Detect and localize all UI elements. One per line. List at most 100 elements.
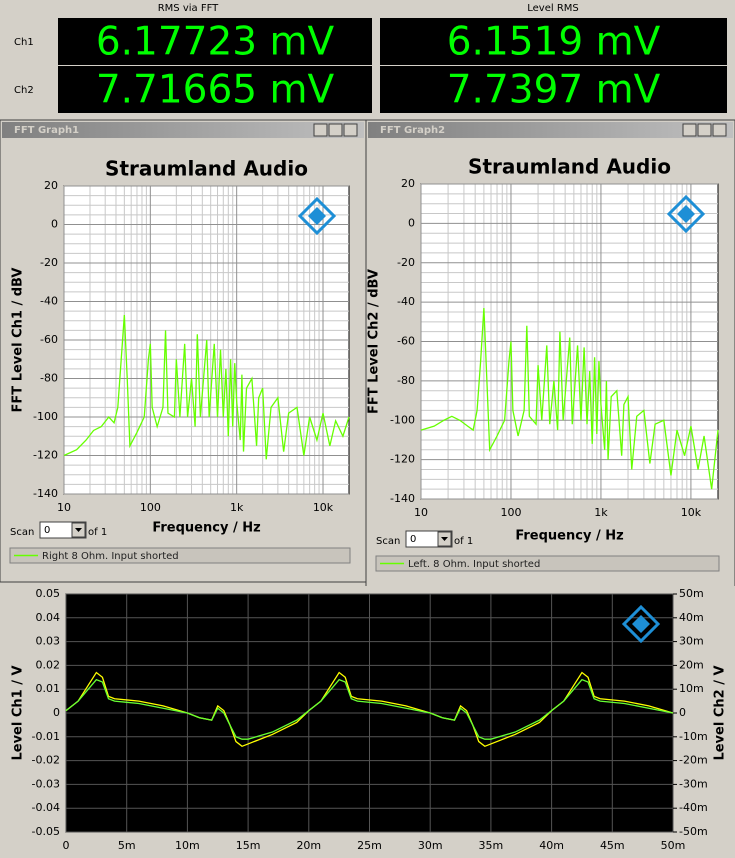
y-axis-label: FFT Level Ch1 / dBV	[11, 268, 26, 413]
y2-tick-label: -30m	[679, 777, 708, 790]
x-tick-label: 20m	[296, 839, 321, 852]
x-tick-label: 10	[414, 506, 428, 519]
y-tick-label: 0.04	[36, 611, 61, 624]
chart-title: Straumland Audio	[105, 157, 308, 181]
meter-box	[58, 66, 372, 113]
legend-label: Right 8 Ohm. Input shorted	[42, 551, 179, 562]
logo	[666, 194, 706, 234]
y2-tick-label: -50m	[679, 825, 708, 838]
y-tick-label: 20	[401, 177, 415, 190]
y2-tick-label: -40m	[679, 801, 708, 814]
window-button-min[interactable]	[682, 123, 697, 137]
scan-value: 0	[44, 525, 50, 536]
y-tick-label: -60	[40, 333, 58, 346]
legend	[9, 547, 351, 564]
y-tick-label: -120	[33, 449, 58, 462]
y2-tick-label: 30m	[679, 635, 704, 648]
dropdown-arrow	[441, 537, 448, 541]
y-tick-label: 0.05	[36, 587, 61, 600]
y-axis-label: Level Ch1 / V	[11, 665, 26, 760]
x-tick-label: 1k	[230, 501, 244, 514]
meter-value: 7.7397 mV	[447, 68, 661, 113]
meter-box	[380, 18, 727, 65]
x-tick-label: 15m	[236, 839, 261, 852]
y2-tick-label: 0	[679, 706, 686, 719]
y-tick-label: -0.02	[32, 754, 60, 767]
y-tick-label: 0	[51, 218, 58, 231]
y2-tick-label: -10m	[679, 730, 708, 743]
channel-label: Ch2	[14, 85, 34, 96]
logo	[297, 196, 337, 236]
y-axis-label: FFT Level Ch2 / dBV	[367, 269, 382, 414]
y-tick-label: -80	[397, 374, 415, 387]
channel-label: Ch1	[14, 37, 34, 48]
y2-tick-label: 40m	[679, 611, 704, 624]
x-tick-label: 40m	[539, 839, 564, 852]
x-tick-label: 45m	[600, 839, 625, 852]
y-tick-label: -100	[390, 413, 415, 426]
x-tick-label: 30m	[418, 839, 443, 852]
scan-label: Scan	[10, 527, 34, 538]
y-tick-label: 0	[408, 216, 415, 229]
x-tick-label: 100	[500, 506, 521, 519]
y-tick-label: 0.02	[36, 658, 61, 671]
title-bar	[2, 122, 364, 138]
window-button-max[interactable]	[697, 123, 712, 137]
y-tick-label: -40	[40, 295, 58, 308]
y-tick-label: -20	[40, 256, 58, 269]
y-tick-label: -0.05	[32, 825, 60, 838]
y-tick-label: -0.04	[32, 801, 60, 814]
y-tick-label: -40	[397, 295, 415, 308]
meter-value: 7.71665 mV	[96, 68, 335, 113]
chart-title: Straumland Audio	[468, 155, 671, 179]
y-tick-label: -120	[390, 453, 415, 466]
window-button-close[interactable]	[712, 123, 727, 137]
x-tick-label: 50m	[661, 839, 686, 852]
meter-box	[380, 66, 727, 113]
x-tick-label: 10m	[175, 839, 200, 852]
x-tick-label: 0	[63, 839, 70, 852]
meter-header: Level RMS	[527, 3, 579, 14]
x-tick-label: 35m	[479, 839, 504, 852]
dropdown-arrow	[75, 528, 82, 532]
logo	[632, 615, 650, 633]
logo	[677, 205, 695, 223]
y-tick-label: -0.03	[32, 777, 60, 790]
window-button-max[interactable]	[328, 123, 343, 137]
y-tick-label: -140	[33, 487, 58, 500]
legend	[375, 555, 720, 572]
x-tick-label: 100	[140, 501, 161, 514]
x-tick-label: 10	[57, 501, 71, 514]
y-tick-label: -20	[397, 256, 415, 269]
y-tick-label: 0	[53, 706, 60, 719]
series-line	[63, 314, 350, 460]
window-button-close[interactable]	[343, 123, 358, 137]
scan-of: of 1	[88, 527, 107, 538]
y-tick-label: -60	[397, 335, 415, 348]
x-tick-label: 10k	[313, 501, 334, 514]
series-line	[420, 307, 719, 490]
title-bar	[368, 122, 733, 138]
meter-box	[58, 18, 372, 65]
scan-label: Scan	[376, 536, 400, 547]
x-tick-label: 1k	[594, 506, 608, 519]
scan-value: 0	[410, 534, 416, 545]
x-tick-label: 5m	[118, 839, 136, 852]
y2-tick-label: 10m	[679, 682, 704, 695]
x-axis-label: Frequency / Hz	[515, 529, 623, 544]
window-button-min[interactable]	[313, 123, 328, 137]
y-tick-label: -140	[390, 492, 415, 505]
y-tick-label: -100	[33, 410, 58, 423]
meter-value: 6.1519 mV	[447, 20, 661, 65]
window-title: FFT Graph1	[14, 125, 79, 136]
series-line	[65, 678, 674, 740]
logo	[621, 604, 661, 644]
y-tick-label: -80	[40, 372, 58, 385]
y-tick-label: -0.01	[32, 730, 60, 743]
y2-axis-label: Level Ch2 / V	[713, 665, 728, 760]
meter-header: RMS via FFT	[158, 3, 219, 14]
x-axis-label: Frequency / Hz	[152, 521, 260, 536]
y2-tick-label: -20m	[679, 754, 708, 767]
